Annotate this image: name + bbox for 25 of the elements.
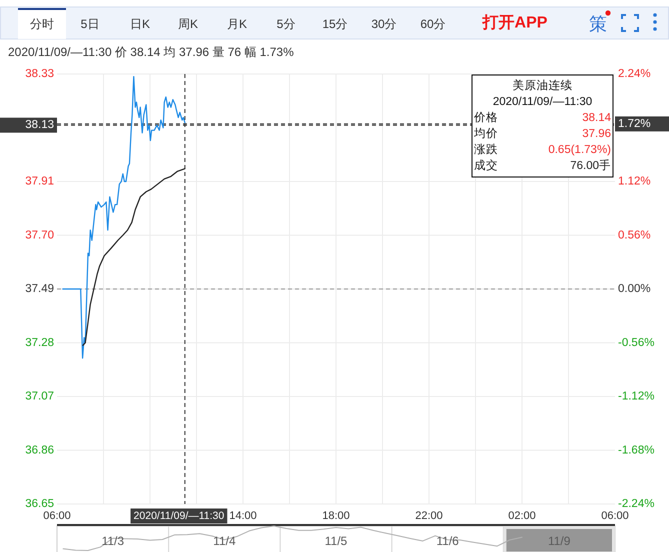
annotation: 周K [178,17,198,31]
annotation: 日K [130,17,150,31]
annotation: 2020/11/09/—11:30 价 38.14 均 37.96 量 76 幅 1.73% [8,45,294,59]
annotation: 美原油连续 [512,80,572,92]
annotation: 月K [227,17,247,31]
annotation: 2020/11/09/—11:30 [492,96,592,108]
annotation: 分时 [30,17,54,31]
annotation: 5分 [276,17,296,31]
annotation: 价格 [474,112,498,124]
ref-line-label: 2020/11/09/—11:30 [134,510,224,522]
annotation: 38.14 [582,112,611,124]
ref-line-label: 1.72% [618,118,651,130]
annotation: 涨跌 [474,144,498,156]
annotation: 15分 [322,17,348,31]
annotation: 均价 [474,128,498,140]
annotation: 策 [589,14,607,34]
ref-line-label: 38.13 [25,119,54,132]
annotation: 0.65(1.73%) [548,144,611,156]
annotation: 30分 [371,17,397,31]
annotation: 5日 [80,17,100,31]
annotation: 打开APP [482,14,548,32]
annotation: 37.96 [582,128,611,140]
annotation: 成交 [474,160,498,172]
annotation: 76.00手 [570,160,611,172]
annotation: 60分 [420,17,446,31]
